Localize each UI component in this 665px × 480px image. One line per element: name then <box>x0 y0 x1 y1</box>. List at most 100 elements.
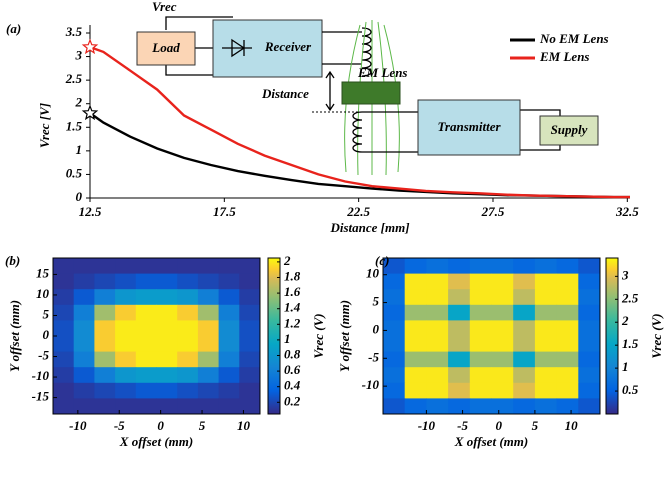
heatmap-cell <box>136 320 157 336</box>
heatmap-cell <box>94 258 115 274</box>
legend-label: EM Lens <box>539 49 589 64</box>
heatmap-cell <box>405 383 427 399</box>
heatmap-cell <box>239 383 260 399</box>
heatmap-cell <box>198 398 219 414</box>
heatmap-cell <box>219 320 240 336</box>
figure: Load Receiver Vrec EM Lens Distance Tran… <box>0 0 665 480</box>
heatmap-cell <box>177 320 198 336</box>
y-tick-label: -15 <box>32 389 50 404</box>
heatmap-cell <box>198 336 219 352</box>
heatmap-cell <box>115 320 136 336</box>
heatmap-cell <box>557 367 579 383</box>
heatmap-cell <box>470 305 492 321</box>
heatmap-cell <box>219 258 240 274</box>
heatmap-cell <box>136 274 157 290</box>
heatmap-cell <box>492 336 514 352</box>
colorbar <box>268 258 280 414</box>
x-tick-label: 0 <box>157 418 164 433</box>
x-tick-label: 22.5 <box>346 204 370 219</box>
x-tick-label: 5 <box>532 418 539 433</box>
heatmap-cell <box>53 352 74 368</box>
em-lens <box>342 82 400 104</box>
heatmap-cell <box>578 289 600 305</box>
heatmap-cell <box>557 398 579 414</box>
heatmap-cell <box>219 305 240 321</box>
diagram-label: Receiver <box>264 39 312 54</box>
heatmap-cell <box>513 258 535 274</box>
y-tick-label: 1 <box>76 142 83 157</box>
heatmap-cell <box>136 289 157 305</box>
heatmap-cell <box>448 336 470 352</box>
heatmap-cell <box>578 305 600 321</box>
heatmap-cell <box>219 274 240 290</box>
heatmap-cell <box>219 383 240 399</box>
heatmap-cell <box>405 289 427 305</box>
heatmap-cell <box>535 367 557 383</box>
colorbar-tick-label: 1.4 <box>284 300 301 315</box>
heatmap-cell <box>157 336 178 352</box>
colorbar-label: Vrec (V) <box>649 313 664 358</box>
heatmap-cell <box>448 352 470 368</box>
heatmap-cell <box>136 383 157 399</box>
heatmap-cell <box>383 367 405 383</box>
heatmap-cell <box>136 258 157 274</box>
heatmap-cell <box>94 289 115 305</box>
x-tick-label: 32.5 <box>615 204 639 219</box>
heatmap-cell <box>239 274 260 290</box>
heatmap-cell <box>74 383 95 399</box>
heatmap-cell <box>578 336 600 352</box>
heatmap-cell <box>470 258 492 274</box>
heatmap-cell <box>513 320 535 336</box>
heatmap-cell <box>405 258 427 274</box>
heatmap-cell <box>535 289 557 305</box>
heatmap-cell <box>557 336 579 352</box>
heatmap-cell <box>177 258 198 274</box>
y-tick-label: 2.5 <box>65 71 83 86</box>
heatmap-cell <box>426 352 448 368</box>
y-tick-label: 10 <box>36 286 50 301</box>
colorbar-tick-label: 1.2 <box>284 315 301 330</box>
heatmap-cell <box>53 258 74 274</box>
heatmap-cell <box>492 367 514 383</box>
heatmap-cell <box>53 320 74 336</box>
x-tick-label: 27.5 <box>481 204 505 219</box>
heatmap-cell <box>177 305 198 321</box>
colorbar-tick-label: 0.4 <box>284 378 301 393</box>
heatmap-cell <box>513 305 535 321</box>
heatmap-cell <box>136 367 157 383</box>
heatmap-cell <box>115 274 136 290</box>
y-tick-label: -5 <box>38 348 49 363</box>
heatmap-cell <box>53 398 74 414</box>
heatmap-cell <box>426 336 448 352</box>
heatmap-cell <box>115 258 136 274</box>
colorbar-tick-label: 2.5 <box>621 290 639 305</box>
heatmap-cell <box>470 274 492 290</box>
heatmap-cell <box>53 274 74 290</box>
heatmap-cell <box>578 274 600 290</box>
heatmap-cell <box>492 320 514 336</box>
heatmap-cell <box>239 398 260 414</box>
heatmap-cell <box>157 289 178 305</box>
diagram-label: Distance <box>261 86 309 101</box>
heatmap-cell <box>219 398 240 414</box>
heatmap-cell <box>94 398 115 414</box>
panel-label: (b) <box>5 253 20 268</box>
heatmap-cell <box>157 352 178 368</box>
heatmap-cell <box>578 352 600 368</box>
heatmap-cell <box>448 274 470 290</box>
heatmap-cell <box>448 305 470 321</box>
x-axis-label: X offset (mm) <box>454 434 528 449</box>
heatmap-cell <box>177 398 198 414</box>
colorbar-tick-label: 0.5 <box>622 382 639 397</box>
x-tick-label: -10 <box>418 418 436 433</box>
inset-diagram: Load Receiver Vrec EM Lens Distance Tran… <box>137 0 598 175</box>
y-axis-label: Vrec [V] <box>37 103 52 148</box>
heatmap-cell <box>157 274 178 290</box>
heatmap-cell <box>492 289 514 305</box>
heatmap-cell <box>136 352 157 368</box>
heatmap-cell <box>426 289 448 305</box>
heatmap-cell <box>405 398 427 414</box>
heatmap-cell <box>94 305 115 321</box>
heatmap-cell <box>53 305 74 321</box>
heatmap-cell <box>74 274 95 290</box>
